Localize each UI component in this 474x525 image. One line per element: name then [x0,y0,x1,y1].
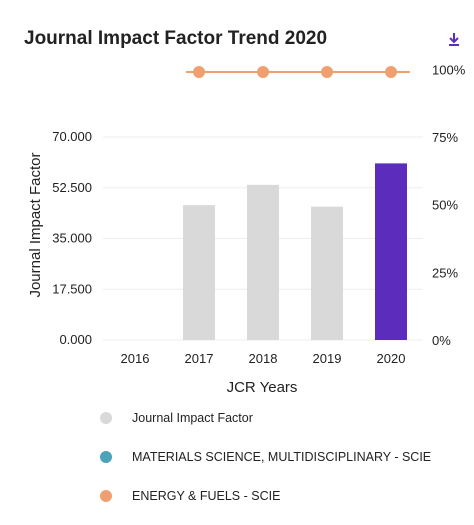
y2-tick-label: 75% [432,130,458,145]
energy-point [193,66,205,79]
legend-item-jif[interactable]: Journal Impact Factor [100,408,470,428]
download-icon[interactable] [444,30,464,50]
x-axis-label: JCR Years [227,379,298,396]
chart-area: 0.000 17.500 35.000 52.500 70.000 0% 25% 50% 75%… [27,62,466,396]
legend-item-energy[interactable]: ENERGY & FUELS - SCIE [100,486,470,506]
y-axis-label: Journal Impact Factor [27,152,44,297]
y2-tick-label: 25% [432,265,458,280]
y2-tick-label: 0% [432,333,451,348]
legend-swatch-materials [100,451,112,463]
x-tick-label: 2020 [377,351,406,366]
y-tick-label: 70.000 [52,129,92,144]
legend: Journal Impact Factor MATERIALS SCIENCE,… [100,408,470,525]
legend-label-energy: ENERGY & FUELS - SCIE [132,489,281,503]
y-tick-label: 35.000 [52,231,92,246]
energy-point [321,66,333,79]
legend-label-materials: MATERIALS SCIENCE, MULTIDISCIPLINARY - S… [132,450,432,464]
x-tick-label: 2017 [185,351,214,366]
energy-point [385,66,397,79]
bar-2017 [183,205,215,340]
bar-2020 [375,163,407,340]
x-tick-label: 2018 [249,351,278,366]
chart-title: Journal Impact Factor Trend 2020 [24,28,328,49]
legend-item-materials[interactable]: MATERIALS SCIENCE, MULTIDISCIPLINARY - S… [100,447,470,467]
y2-tick-label: 50% [432,198,458,213]
bar-2019 [311,206,343,340]
y-tick-label: 17.500 [52,281,92,296]
legend-label-jif: Journal Impact Factor [132,411,253,425]
bar-2018 [247,184,279,340]
legend-swatch-jif [100,412,112,424]
x-tick-label: 2019 [313,351,342,366]
energy-point [257,66,269,79]
y2-tick-label: 100% [432,62,466,77]
x-tick-label: 2016 [121,351,150,366]
y-tick-label: 52.500 [52,180,92,195]
y-tick-label: 0.000 [59,332,92,347]
legend-swatch-energy [100,490,112,502]
